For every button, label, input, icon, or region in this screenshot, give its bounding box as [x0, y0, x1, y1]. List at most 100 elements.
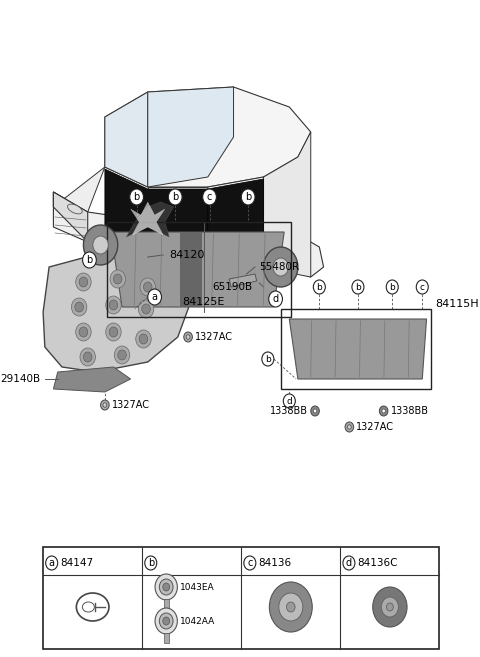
Circle shape [103, 403, 107, 407]
Circle shape [155, 608, 178, 634]
Text: c: c [247, 558, 252, 568]
FancyBboxPatch shape [164, 633, 169, 643]
Polygon shape [53, 192, 324, 277]
Circle shape [163, 617, 169, 625]
Circle shape [139, 334, 148, 344]
Polygon shape [111, 232, 284, 307]
Circle shape [80, 348, 96, 366]
Circle shape [144, 282, 152, 292]
Text: 1338BB: 1338BB [391, 406, 429, 416]
Polygon shape [208, 177, 264, 252]
Text: 1042AA: 1042AA [180, 616, 215, 625]
Circle shape [386, 280, 398, 294]
Polygon shape [53, 192, 88, 242]
Text: b: b [148, 558, 154, 568]
Circle shape [113, 274, 122, 284]
Text: 1327AC: 1327AC [112, 400, 150, 410]
Polygon shape [148, 187, 208, 252]
Circle shape [246, 254, 256, 266]
Polygon shape [53, 367, 131, 392]
Circle shape [109, 300, 118, 310]
Text: b: b [245, 192, 251, 202]
Circle shape [269, 291, 282, 307]
Text: 65190B: 65190B [212, 282, 252, 292]
Polygon shape [131, 202, 165, 235]
Circle shape [84, 352, 92, 362]
Text: b: b [133, 192, 140, 202]
Circle shape [155, 574, 178, 600]
Text: 1043EA: 1043EA [180, 583, 215, 591]
Circle shape [114, 346, 130, 364]
Circle shape [106, 296, 121, 314]
Circle shape [373, 587, 407, 627]
Circle shape [244, 556, 256, 570]
Circle shape [140, 278, 156, 296]
Circle shape [345, 422, 354, 432]
Text: d: d [287, 397, 292, 405]
Text: 84147: 84147 [60, 558, 94, 568]
Text: 84125E: 84125E [182, 297, 225, 307]
Circle shape [313, 409, 317, 413]
Circle shape [269, 582, 312, 632]
Polygon shape [208, 179, 264, 249]
FancyBboxPatch shape [164, 599, 169, 609]
Circle shape [264, 247, 298, 287]
Text: c: c [207, 192, 212, 202]
Circle shape [79, 277, 88, 287]
Circle shape [101, 400, 109, 410]
Circle shape [145, 556, 157, 570]
Circle shape [184, 332, 192, 342]
Text: 84120: 84120 [169, 250, 204, 260]
Text: b: b [389, 283, 395, 292]
Circle shape [138, 300, 154, 318]
Circle shape [416, 280, 428, 294]
Circle shape [313, 280, 325, 294]
Text: c: c [420, 283, 425, 292]
Circle shape [343, 556, 355, 570]
Text: 84136C: 84136C [358, 558, 398, 568]
Polygon shape [105, 92, 148, 187]
Polygon shape [289, 319, 427, 379]
Circle shape [109, 327, 118, 337]
Circle shape [239, 246, 263, 274]
Circle shape [46, 556, 58, 570]
Circle shape [283, 394, 295, 408]
Polygon shape [264, 132, 311, 277]
Polygon shape [53, 167, 105, 212]
Circle shape [106, 323, 121, 341]
Text: b: b [86, 255, 93, 265]
Circle shape [386, 603, 393, 611]
Circle shape [348, 424, 351, 429]
Circle shape [287, 602, 295, 612]
Circle shape [381, 597, 398, 617]
Circle shape [148, 289, 161, 305]
Circle shape [159, 613, 173, 629]
Circle shape [163, 583, 169, 591]
Circle shape [76, 273, 91, 291]
Circle shape [311, 406, 319, 416]
Circle shape [136, 330, 151, 348]
Polygon shape [105, 169, 208, 249]
Circle shape [159, 579, 173, 595]
Polygon shape [229, 274, 257, 287]
Circle shape [379, 406, 388, 416]
Polygon shape [126, 202, 173, 237]
Circle shape [79, 327, 88, 337]
Text: a: a [152, 292, 157, 302]
Circle shape [352, 280, 364, 294]
Text: b: b [172, 192, 179, 202]
Text: 1338BB: 1338BB [270, 406, 308, 416]
FancyBboxPatch shape [43, 547, 439, 649]
Circle shape [75, 302, 84, 312]
Circle shape [72, 298, 87, 316]
Circle shape [118, 350, 126, 360]
Circle shape [262, 352, 274, 366]
Text: 84136: 84136 [258, 558, 291, 568]
Polygon shape [148, 87, 234, 187]
Text: b: b [355, 283, 361, 292]
Text: 84115H: 84115H [435, 299, 479, 309]
Circle shape [241, 189, 255, 205]
Circle shape [168, 189, 182, 205]
Polygon shape [43, 252, 191, 372]
Circle shape [186, 335, 190, 339]
